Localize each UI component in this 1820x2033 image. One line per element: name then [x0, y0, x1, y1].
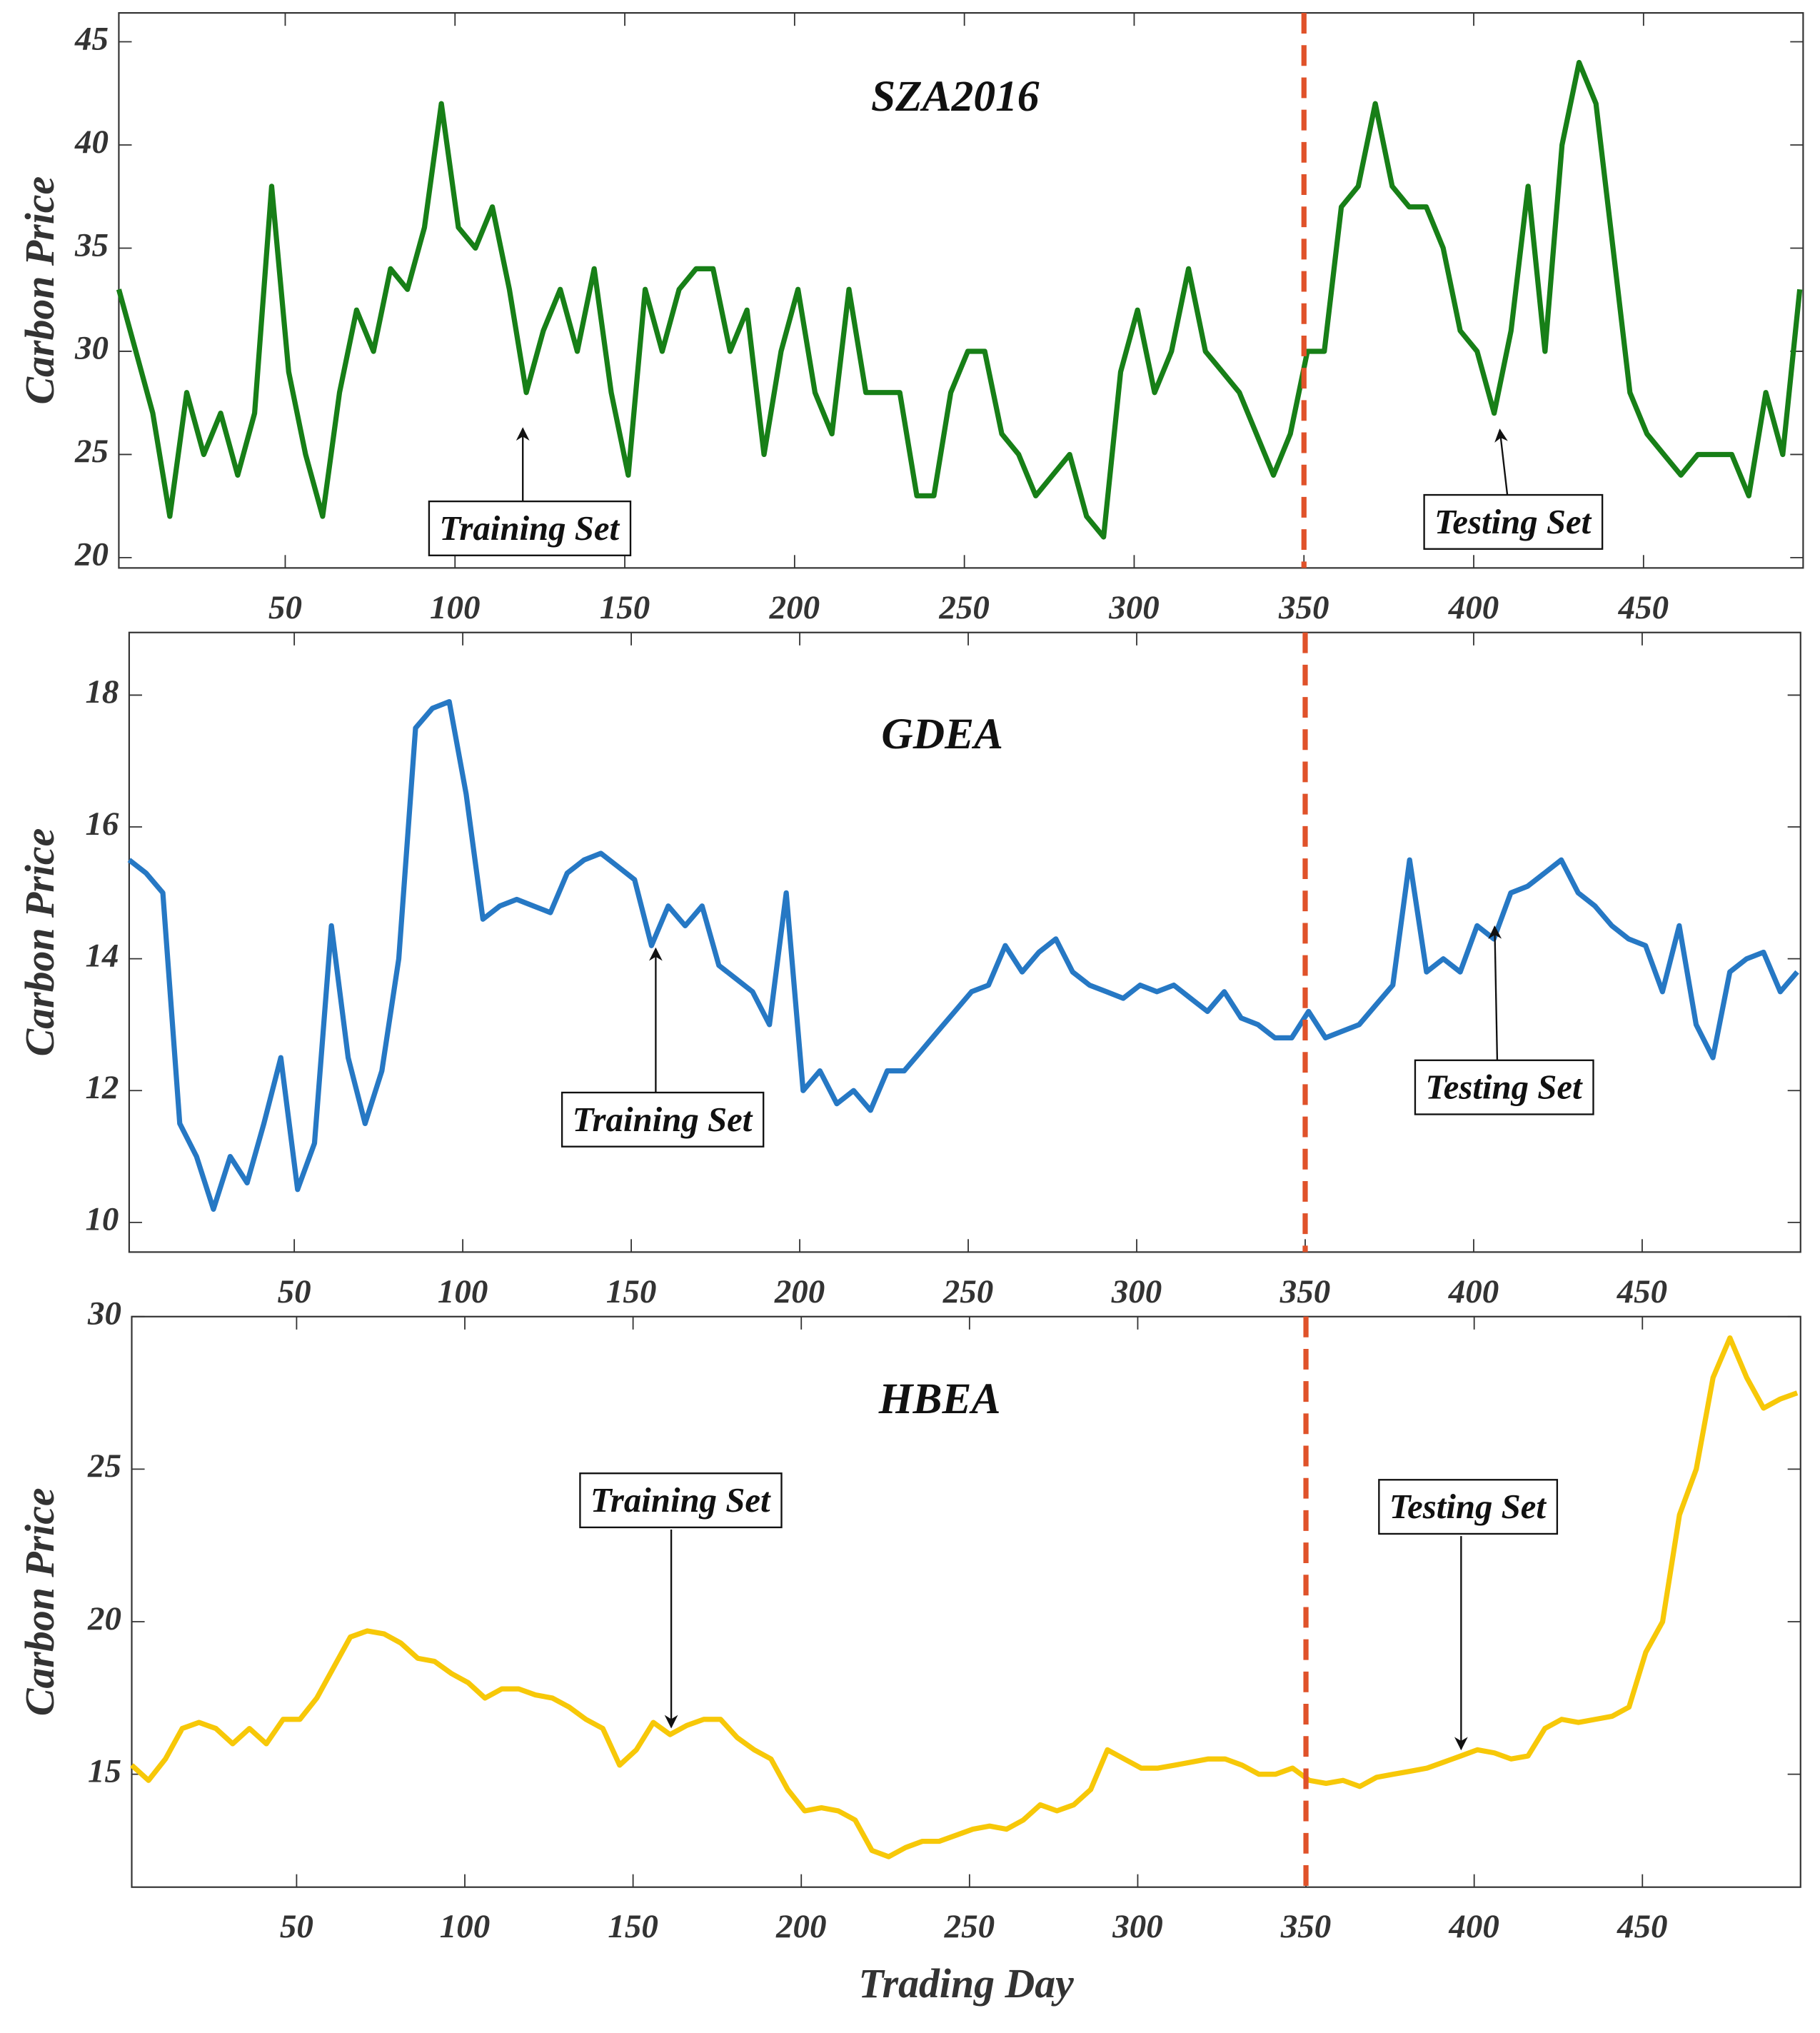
x-tick-label: 150	[606, 1273, 656, 1310]
chart-title: GDEA	[881, 710, 1003, 758]
x-tick-label: 350	[1278, 589, 1329, 626]
annotation-text: Testing Set	[1389, 1487, 1547, 1526]
price-line	[130, 1335, 1799, 1859]
y-axis-label: Carbon Price	[16, 828, 63, 1057]
x-tick-label: 300	[1111, 1273, 1162, 1310]
y-tick-label: 16	[85, 805, 119, 843]
y-tick-label: 10	[85, 1201, 119, 1238]
annotation-box	[428, 500, 632, 556]
x-tick-label: 450	[1617, 1273, 1667, 1310]
plot-area	[131, 1315, 1801, 1888]
y-axis-label: Carbon Price	[16, 1487, 63, 1716]
x-tick-label: 250	[942, 1273, 993, 1310]
y-axis-label: Carbon Price	[16, 176, 63, 405]
x-tick-label: 200	[774, 1273, 825, 1310]
x-tick-label: 100	[430, 589, 480, 626]
y-tick-label: 14	[85, 937, 119, 974]
x-tick-label: 350	[1279, 1273, 1330, 1310]
y-tick-label: 18	[85, 673, 119, 711]
x-tick-label: 450	[1617, 1908, 1667, 1945]
y-tick-label: 25	[74, 433, 109, 470]
y-tick-label: 40	[74, 124, 109, 161]
x-tick-label: 250	[938, 589, 989, 626]
annotation-text: Training Set	[439, 509, 620, 548]
x-tick-label: 200	[769, 589, 820, 626]
plot-area	[128, 631, 1801, 1253]
y-tick-label: 35	[74, 226, 109, 263]
plot-area	[118, 11, 1804, 569]
x-tick-label: 450	[1618, 589, 1669, 626]
x-tick-label: 100	[440, 1908, 490, 1945]
y-tick-label: 45	[74, 20, 109, 57]
annotation-box	[560, 1091, 765, 1148]
annotation-box	[1423, 493, 1604, 550]
x-tick-label: 300	[1108, 589, 1159, 626]
annotation-text: Training Set	[590, 1481, 771, 1520]
x-tick-label: 400	[1448, 589, 1499, 626]
annotation-arrow	[1488, 925, 1502, 1061]
y-tick-label: 20	[74, 536, 109, 573]
y-tick-label: 20	[87, 1600, 121, 1637]
chart-title: SZA2016	[871, 72, 1040, 121]
annotation-text: Testing Set	[1434, 503, 1592, 541]
x-tick-label: 400	[1448, 1273, 1499, 1310]
x-tick-label: 300	[1112, 1908, 1162, 1945]
x-tick-label: 150	[608, 1908, 658, 1945]
annotation-arrow	[1494, 428, 1509, 498]
x-tick-label: 400	[1448, 1908, 1499, 1945]
x-tick-label: 350	[1280, 1908, 1331, 1945]
x-tick-label: 100	[438, 1273, 488, 1310]
x-tick-label: 150	[600, 589, 650, 626]
x-tick-label: 50	[280, 1908, 313, 1945]
x-axis-label: Trading Day	[858, 1960, 1074, 2007]
chart-title: HBEA	[878, 1375, 1001, 1423]
annotation-box	[1378, 1479, 1559, 1535]
y-tick-label: 25	[87, 1447, 121, 1485]
y-tick-label: 30	[74, 330, 109, 367]
annotation-box	[579, 1472, 783, 1529]
y-tick-label: 12	[85, 1069, 119, 1106]
annotation-text: Training Set	[573, 1100, 753, 1139]
y-tick-label: 15	[88, 1752, 121, 1789]
annotation-text: Testing Set	[1425, 1068, 1583, 1107]
x-tick-label: 50	[278, 1273, 311, 1310]
price-line	[116, 59, 1803, 540]
x-tick-label: 250	[944, 1908, 995, 1945]
x-tick-label: 50	[268, 589, 302, 626]
price-line	[127, 699, 1799, 1212]
x-tick-label: 200	[775, 1908, 826, 1945]
annotation-box	[1414, 1059, 1594, 1115]
y-tick-label: 30	[87, 1295, 121, 1332]
